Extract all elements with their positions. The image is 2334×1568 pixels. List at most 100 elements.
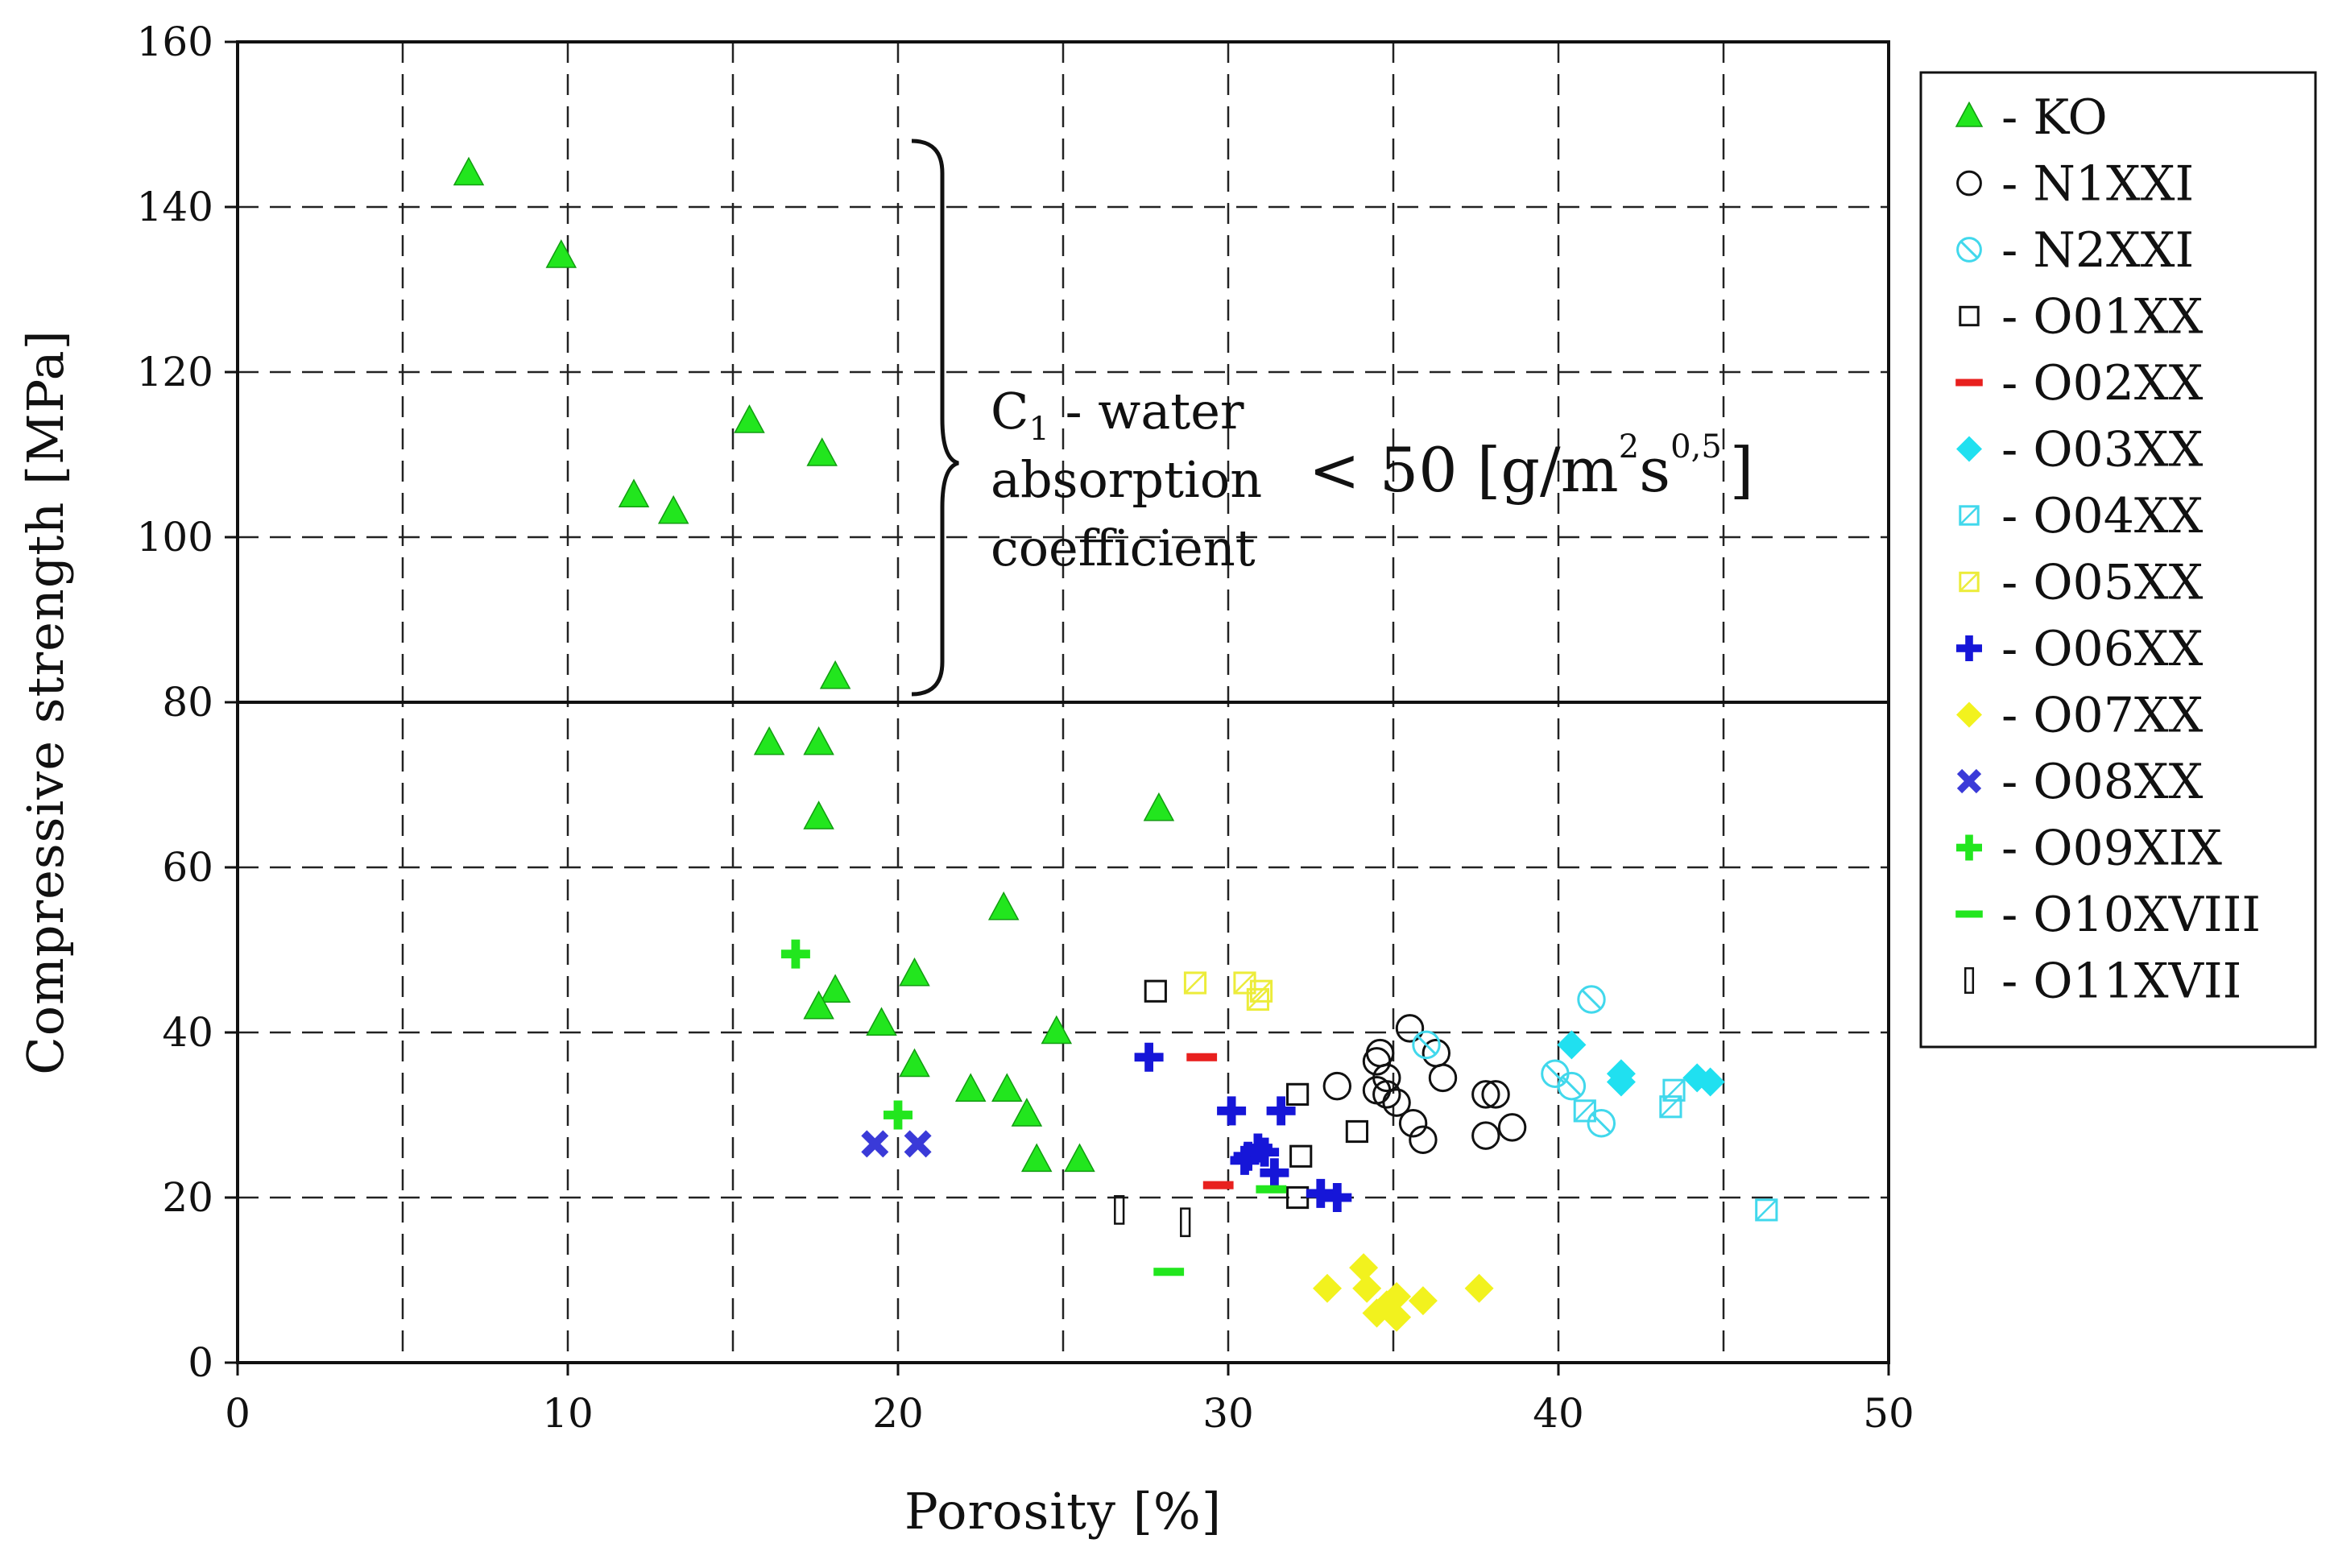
y-tick-label: 40 [162, 1009, 213, 1056]
point-n2xxi [1557, 1071, 1587, 1101]
point-n2xxi [1587, 1109, 1616, 1138]
legend-label-o08xx: - O08XX [2001, 754, 2204, 810]
legend-box [1919, 71, 2317, 1049]
point-ko [819, 660, 851, 689]
legend-marker-o03xx [1956, 436, 1982, 462]
point-o05xx [1233, 971, 1256, 995]
point-o06xx [1230, 1145, 1260, 1175]
legend-label-o05xx: - O05XX [2001, 555, 2204, 611]
axis-ticks: 0 10 20 30 40 50 0 20 40 60 80 100 120 140 160 [137, 19, 1914, 1437]
legend-marker-ko [1955, 101, 1984, 127]
legend-label-o06xx: - O06XX [2001, 621, 2204, 677]
legend-label-o09xix: - O09XIX [2001, 821, 2222, 877]
point-o06xx [1134, 1042, 1164, 1072]
y-axis-title: Compressive strength [MPa] [16, 329, 75, 1074]
point-n1xxi [1372, 1063, 1401, 1093]
legend-marker-o05xx [1959, 571, 1980, 593]
point-o02xx [1202, 1181, 1234, 1189]
x-tick-label: 20 [872, 1390, 924, 1437]
legend-marker-o10xviii [1955, 910, 1983, 918]
legend-marker-o08xx [1956, 768, 1982, 794]
annotation-line3: coefficient [991, 519, 1256, 577]
point-ko [1041, 1015, 1073, 1045]
point-ko [1064, 1143, 1095, 1173]
point-ko [803, 726, 834, 755]
legend-marker-o01xx [1959, 305, 1980, 327]
legend-label-o10xviii: - O10XVIII [2001, 887, 2261, 943]
y-tick-label: 100 [137, 514, 213, 561]
point-ko [899, 1048, 930, 1078]
point-n1xxi [1398, 1109, 1428, 1138]
legend-label-o07xx: - O07XX [2001, 688, 2204, 744]
point-o09xix [884, 1100, 912, 1130]
point-o10xviii [1256, 1185, 1287, 1194]
point-o04xx [1755, 1198, 1778, 1222]
point-o05xx [1246, 987, 1270, 1012]
point-n1xxi [1372, 1080, 1401, 1109]
gridlines [238, 42, 1889, 1363]
x-tick-label: 0 [225, 1390, 250, 1437]
point-n1xxi [1428, 1063, 1458, 1093]
point-o06xx [1250, 1137, 1280, 1167]
x-tick-label: 30 [1202, 1390, 1254, 1437]
point-ko [618, 478, 650, 507]
legend-marker-o09xix [1956, 834, 1982, 861]
point-ko [806, 437, 838, 466]
legend-label-n2xxi: - N2XXI [2001, 222, 2194, 279]
point-n2xxi [1577, 985, 1606, 1014]
point-ko [866, 1007, 897, 1036]
point-n1xxi [1471, 1121, 1500, 1150]
point-o07xx [1382, 1302, 1412, 1332]
annotation-line1: C1 - water [991, 382, 1244, 448]
point-ko [657, 494, 689, 524]
x-tick-label: 50 [1863, 1390, 1914, 1437]
legend-marker-o02xx [1955, 379, 1983, 387]
point-o05xx [1249, 979, 1273, 1003]
point-o07xx [1362, 1298, 1392, 1328]
legend-label-o03xx: - O03XX [2001, 422, 2204, 478]
point-n2xxi [1412, 1030, 1441, 1060]
point-n1xxi [1471, 1080, 1500, 1109]
legend-marker-o07xx [1956, 701, 1982, 728]
point-o05xx [1183, 971, 1207, 995]
point-o11xvii [1114, 1195, 1125, 1225]
point-ko [1011, 1098, 1043, 1127]
point-o07xx [1352, 1273, 1382, 1303]
x-tick-label: 10 [542, 1390, 594, 1437]
x-axis-title: Porosity [%] [904, 1482, 1222, 1541]
point-o08xx [861, 1130, 889, 1158]
legend: - KO - N1XXI - N2XXI - O01XX - O02XX - O03XX -… [1955, 89, 2261, 1010]
point-o01xx [1345, 1119, 1369, 1144]
point-o09xix [780, 939, 810, 969]
annotation-formula: < 50 [g/m2s0,5] [1309, 428, 1753, 506]
legend-label-ko: - KO [2001, 89, 2108, 146]
point-ko [899, 957, 930, 987]
y-tick-label: 160 [137, 19, 213, 65]
point-o10xviii [1153, 1268, 1185, 1276]
point-ko [954, 1073, 987, 1102]
legend-marker-n2xxi [1956, 237, 1982, 263]
point-ko [753, 726, 785, 755]
point-o02xx [1186, 1053, 1218, 1061]
point-n1xxi [1409, 1125, 1438, 1154]
point-o06xx [1322, 1183, 1352, 1212]
point-n1xxi [1382, 1088, 1411, 1117]
point-o01xx [1144, 979, 1167, 1003]
legend-marker-o06xx [1956, 635, 1982, 661]
legend-marker-o04xx [1959, 505, 1980, 526]
point-ko [991, 1073, 1023, 1102]
point-o04xx [1659, 1095, 1682, 1119]
point-ko [803, 990, 834, 1020]
plot-frame [236, 40, 1890, 1364]
point-ko [453, 156, 485, 186]
point-n1xxi [1481, 1080, 1510, 1109]
point-o06xx [1306, 1178, 1335, 1208]
point-o03xx [1557, 1030, 1587, 1060]
point-o07xx [1349, 1253, 1379, 1283]
point-o06xx [1260, 1158, 1289, 1188]
legend-label-n1xxi: - N1XXI [2001, 156, 2194, 213]
legend-marker-o11xvii [1964, 967, 1975, 994]
point-ko [734, 404, 765, 433]
point-ko [819, 974, 851, 1003]
annotation-line2: absorption [991, 450, 1262, 509]
